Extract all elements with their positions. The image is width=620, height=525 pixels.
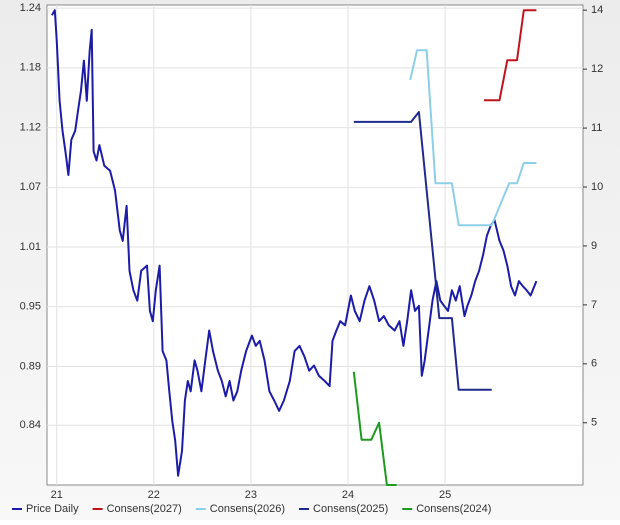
y-tick-label: 1.12 [20,121,41,133]
y2-tick-label: 11 [591,122,602,134]
series-line [409,49,537,227]
legend-label: Consens(2025) [313,503,388,515]
y2-tick-label: 12 [591,63,603,75]
series-line [484,9,537,102]
legend-label: Price Daily [26,503,79,515]
y2-tick-label: 7 [591,299,597,311]
x-tick-label: 25 [439,489,451,501]
legend-label: Consens(2024) [416,503,491,515]
y-tick-label: 1.07 [20,181,41,193]
x-tick-label: 22 [148,489,160,501]
y2-tick-label: 10 [591,181,603,193]
legend-label: Consens(2027) [107,503,182,515]
y-tick-label: 0.95 [20,301,41,313]
y-tick-label: 1.01 [20,241,41,253]
y2-tick-label: 5 [591,417,597,429]
y-tick-label: 0.89 [20,360,41,372]
y2-tick-label: 9 [591,240,597,252]
x-tick-label: 24 [342,489,354,501]
y-tick-label: 1.24 [20,2,41,14]
series-line [353,111,492,391]
series-line [51,9,538,477]
y-tick-label: 1.18 [20,62,41,74]
y-tick-label: 0.84 [20,419,41,431]
legend-label: Consens(2026) [210,503,285,515]
y2-tick-label: 6 [591,358,597,370]
y2-tick-label: 14 [591,4,603,16]
x-tick-label: 21 [51,489,63,501]
x-tick-label: 23 [245,489,257,501]
plot-area [46,4,584,486]
series-line [352,371,397,486]
